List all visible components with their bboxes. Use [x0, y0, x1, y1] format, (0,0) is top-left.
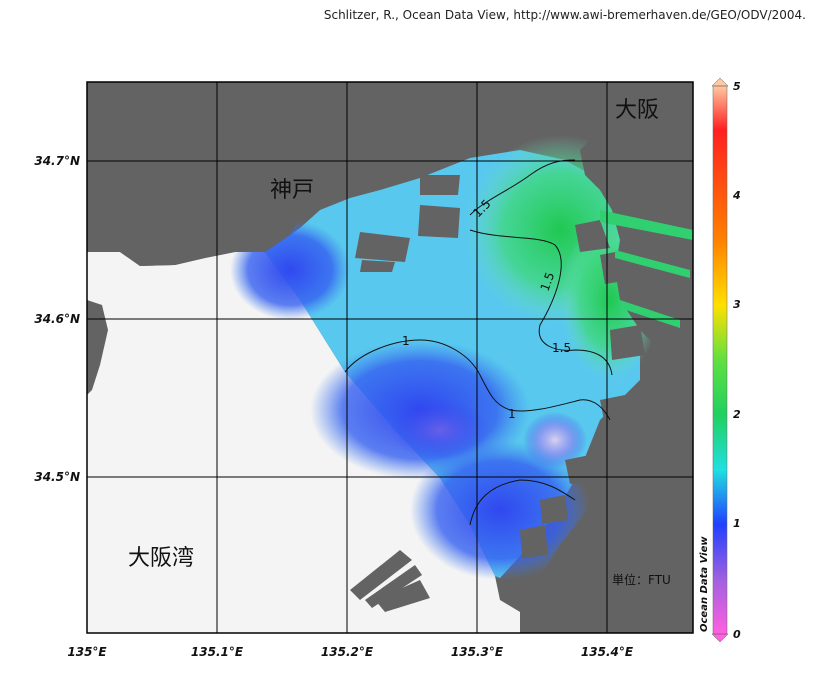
colorbar: 5 4 3 2 1 0	[711, 77, 741, 643]
x-tick-4: 135.4°E	[581, 645, 634, 659]
colorbar-tick-1: 4	[732, 189, 741, 202]
y-axis: 34.7°N 34.6°N 34.5°N	[34, 154, 80, 484]
map-frame	[86, 81, 694, 634]
colorbar-tick-5: 0	[733, 628, 741, 641]
contour-label-1: 1.5	[538, 270, 558, 293]
colorbar-bottom-cap	[711, 633, 729, 643]
label-kobe: 神戸	[270, 178, 314, 203]
grid-lines	[87, 82, 693, 633]
osaka-coast	[520, 82, 693, 633]
y-tick-2: 34.5°N	[34, 470, 80, 484]
river-channels	[600, 210, 693, 328]
x-tick-1: 135.1°E	[191, 645, 244, 659]
map-panel: 1.5 1.5 1.5 1 1 神戸 大阪 大阪湾 単位：FTU	[87, 82, 693, 633]
west-land	[87, 300, 108, 395]
colorbar-tick-2: 3	[733, 298, 741, 311]
kobe-coast	[87, 82, 693, 266]
credit-text: Schlitzer, R., Ocean Data View, http://w…	[323, 8, 806, 22]
port-islands	[350, 175, 645, 612]
brand-label: Ocean Data View	[699, 536, 710, 632]
x-axis: 135°E 135.1°E 135.2°E 135.3°E 135.4°E	[67, 645, 634, 659]
y-tick-0: 34.7°N	[34, 154, 80, 168]
colorbar-tick-4: 1	[733, 517, 741, 530]
x-tick-2: 135.2°E	[321, 645, 374, 659]
colorbar-tick-0: 5	[733, 80, 741, 93]
contour-label-4: 1	[508, 407, 516, 421]
colorbar-top-cap	[711, 77, 729, 87]
contour-label-2: 1.5	[552, 341, 571, 355]
label-osaka-bay: 大阪湾	[128, 546, 194, 571]
x-tick-3: 135.3°E	[451, 645, 504, 659]
x-tick-0: 135°E	[67, 645, 107, 659]
contour-label-3: 1	[402, 334, 410, 348]
unit-label: 単位：FTU	[612, 572, 671, 587]
y-tick-1: 34.6°N	[34, 312, 80, 326]
colorbar-ramp	[713, 86, 727, 634]
no-data-sea	[87, 252, 520, 633]
label-osaka: 大阪	[615, 98, 659, 123]
colorbar-tick-3: 2	[733, 408, 741, 421]
